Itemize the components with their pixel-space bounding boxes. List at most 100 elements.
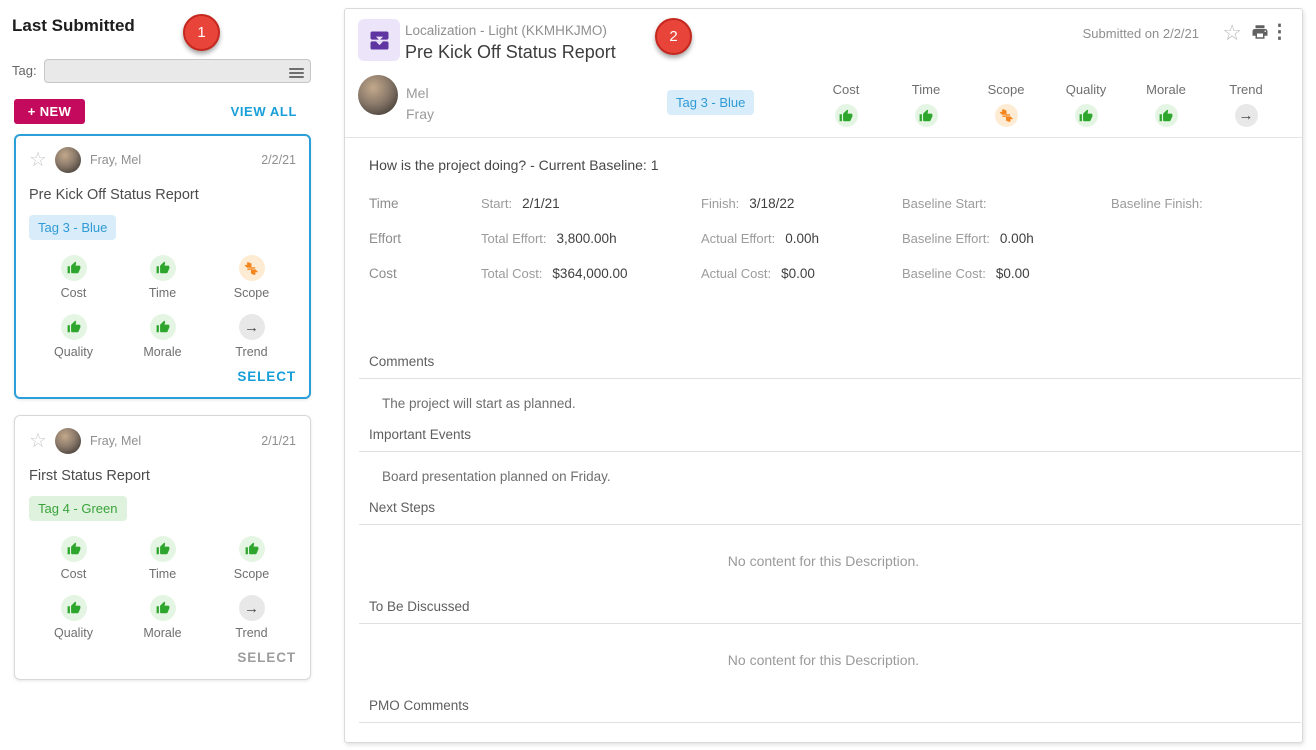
time-status-icon — [149, 255, 176, 281]
status-label: Quality — [1065, 82, 1107, 97]
status-indicator: Morale — [118, 595, 207, 640]
star-icon[interactable]: ☆ — [29, 430, 47, 452]
card-date: 2/2/21 — [261, 153, 296, 167]
status-indicator: Cost — [29, 536, 118, 581]
time-status-icon — [149, 536, 176, 562]
metric-field-label: Baseline Effort: — [902, 231, 990, 246]
scope-status-icon — [238, 255, 265, 281]
section-title: Next Steps — [369, 500, 436, 515]
metrics-table: Time Start: 2/1/21 Finish: 3/18/22 Basel… — [369, 196, 1302, 301]
card-title: Pre Kick Off Status Report — [29, 187, 199, 203]
status-label: Morale — [143, 626, 182, 640]
section-content: The project will start as planned. — [382, 396, 576, 411]
select-button[interactable]: SELECT — [237, 369, 296, 384]
tag-chip: Tag 4 - Green — [29, 496, 127, 521]
morale-status-icon — [149, 314, 176, 340]
status-label: Scope — [987, 82, 1025, 97]
card-author: Fray, Mel — [89, 153, 142, 167]
author-first-name: Mel — [406, 85, 429, 101]
tag-chip: Tag 3 - Blue — [29, 215, 117, 240]
status-label: Morale — [1146, 82, 1186, 97]
status-label: Scope — [233, 286, 270, 300]
print-icon[interactable] — [1251, 23, 1269, 46]
metric-field-value: $0.00 — [781, 266, 815, 281]
metric-field: Start: 2/1/21 — [481, 196, 701, 231]
status-label: Cost — [60, 567, 87, 581]
section-divider — [359, 451, 1301, 452]
star-icon[interactable]: ☆ — [29, 149, 47, 171]
status-indicator: Cost — [806, 82, 886, 127]
metric-field-label: Baseline Start: — [902, 196, 987, 211]
status-label: Cost — [832, 82, 860, 97]
card-date: 2/1/21 — [261, 434, 296, 448]
status-label: Trend — [235, 345, 268, 359]
scope-status-icon — [994, 104, 1018, 127]
project-doing-line: How is the project doing? - Current Base… — [369, 157, 659, 173]
description-section: Important Events Board presentation plan… — [345, 427, 1302, 500]
section-content: No content for this Description. — [727, 553, 920, 569]
section-divider — [359, 524, 1301, 525]
morale-status-icon — [1154, 104, 1178, 127]
metric-row-label: Cost — [369, 266, 397, 281]
metric-field-label: Actual Effort: — [701, 231, 776, 246]
new-report-button[interactable]: + NEW — [14, 99, 85, 124]
metric-field-label: Finish: — [701, 196, 740, 211]
author-name: Mel Fray — [406, 83, 434, 125]
status-indicator: Scope — [207, 536, 296, 581]
status-indicator: Morale — [118, 314, 207, 359]
time-status-icon — [914, 104, 938, 127]
select-button[interactable]: SELECT — [237, 650, 296, 665]
section-divider — [359, 623, 1301, 624]
trend-status-icon: → — [238, 314, 265, 340]
project-name: Localization - Light (KKMHKJMO) — [405, 23, 607, 38]
section-content: No content for this Description. — [345, 723, 1302, 750]
metric-row: Cost Total Cost: $364,000.00 Actual Cost… — [369, 266, 1302, 301]
metric-field-value: 0.00h — [785, 231, 819, 246]
status-label: Quality — [54, 626, 93, 640]
status-label: Cost — [60, 286, 87, 300]
avatar — [54, 428, 81, 454]
author-avatar — [358, 75, 398, 115]
card-title: First Status Report — [29, 468, 150, 484]
section-title: Important Events — [369, 427, 472, 442]
metric-field: Baseline Start: — [902, 196, 1111, 231]
report-card[interactable]: ☆ Fray, Mel 2/2/21 Pre Kick Off Status R… — [14, 134, 311, 399]
kebab-menu-icon[interactable]: ⋮ — [1270, 22, 1289, 43]
metric-field: Finish: 3/18/22 — [701, 196, 902, 231]
annotation-marker-1: 1 — [183, 14, 220, 51]
status-label: Time — [148, 567, 177, 581]
sidebar-title: Last Submitted — [12, 16, 135, 35]
metric-field: Actual Effort: 0.00h — [701, 231, 902, 266]
status-indicator: Quality — [29, 595, 118, 640]
favorite-star-icon[interactable]: ☆ — [1222, 20, 1242, 45]
metric-row: Effort Total Effort: 3,800.00h Actual Ef… — [369, 231, 1302, 266]
status-label: Time — [148, 286, 177, 300]
status-label: Morale — [143, 345, 182, 359]
status-label: Scope — [233, 567, 270, 581]
report-card-list: ☆ Fray, Mel 2/2/21 Pre Kick Off Status R… — [14, 134, 311, 696]
quality-status-icon — [60, 314, 87, 340]
description-section: To Be Discussed No content for this Desc… — [345, 599, 1302, 698]
metric-field: Actual Cost: $0.00 — [701, 266, 902, 301]
metric-field: Baseline Effort: 0.00h — [902, 231, 1111, 266]
trend-status-icon: → — [1234, 104, 1258, 127]
submitted-date: Submitted on 2/2/21 — [1082, 26, 1199, 41]
metric-row: Time Start: 2/1/21 Finish: 3/18/22 Basel… — [369, 196, 1302, 231]
metric-field-label: Baseline Cost: — [902, 266, 986, 281]
status-indicator: Trend → — [1206, 82, 1286, 127]
status-grid: Cost Time Scope Quality Morale → Trend — [29, 536, 296, 640]
avatar — [54, 147, 81, 173]
status-indicator: Morale — [1126, 82, 1206, 127]
card-author: Fray, Mel — [89, 434, 142, 448]
status-label: Quality — [54, 345, 93, 359]
view-all-link[interactable]: VIEW ALL — [230, 104, 297, 119]
metric-field: Baseline Finish: — [1111, 196, 1302, 231]
metric-field: Total Cost: $364,000.00 — [481, 266, 701, 301]
status-indicator: Time — [118, 536, 207, 581]
tag-filter-input[interactable] — [44, 59, 311, 83]
status-indicator: Quality — [1046, 82, 1126, 127]
trend-status-icon: → — [238, 595, 265, 621]
metric-field-value: $364,000.00 — [552, 266, 628, 281]
report-card[interactable]: ☆ Fray, Mel 2/1/21 First Status Report T… — [14, 415, 311, 680]
status-indicator: Quality — [29, 314, 118, 359]
